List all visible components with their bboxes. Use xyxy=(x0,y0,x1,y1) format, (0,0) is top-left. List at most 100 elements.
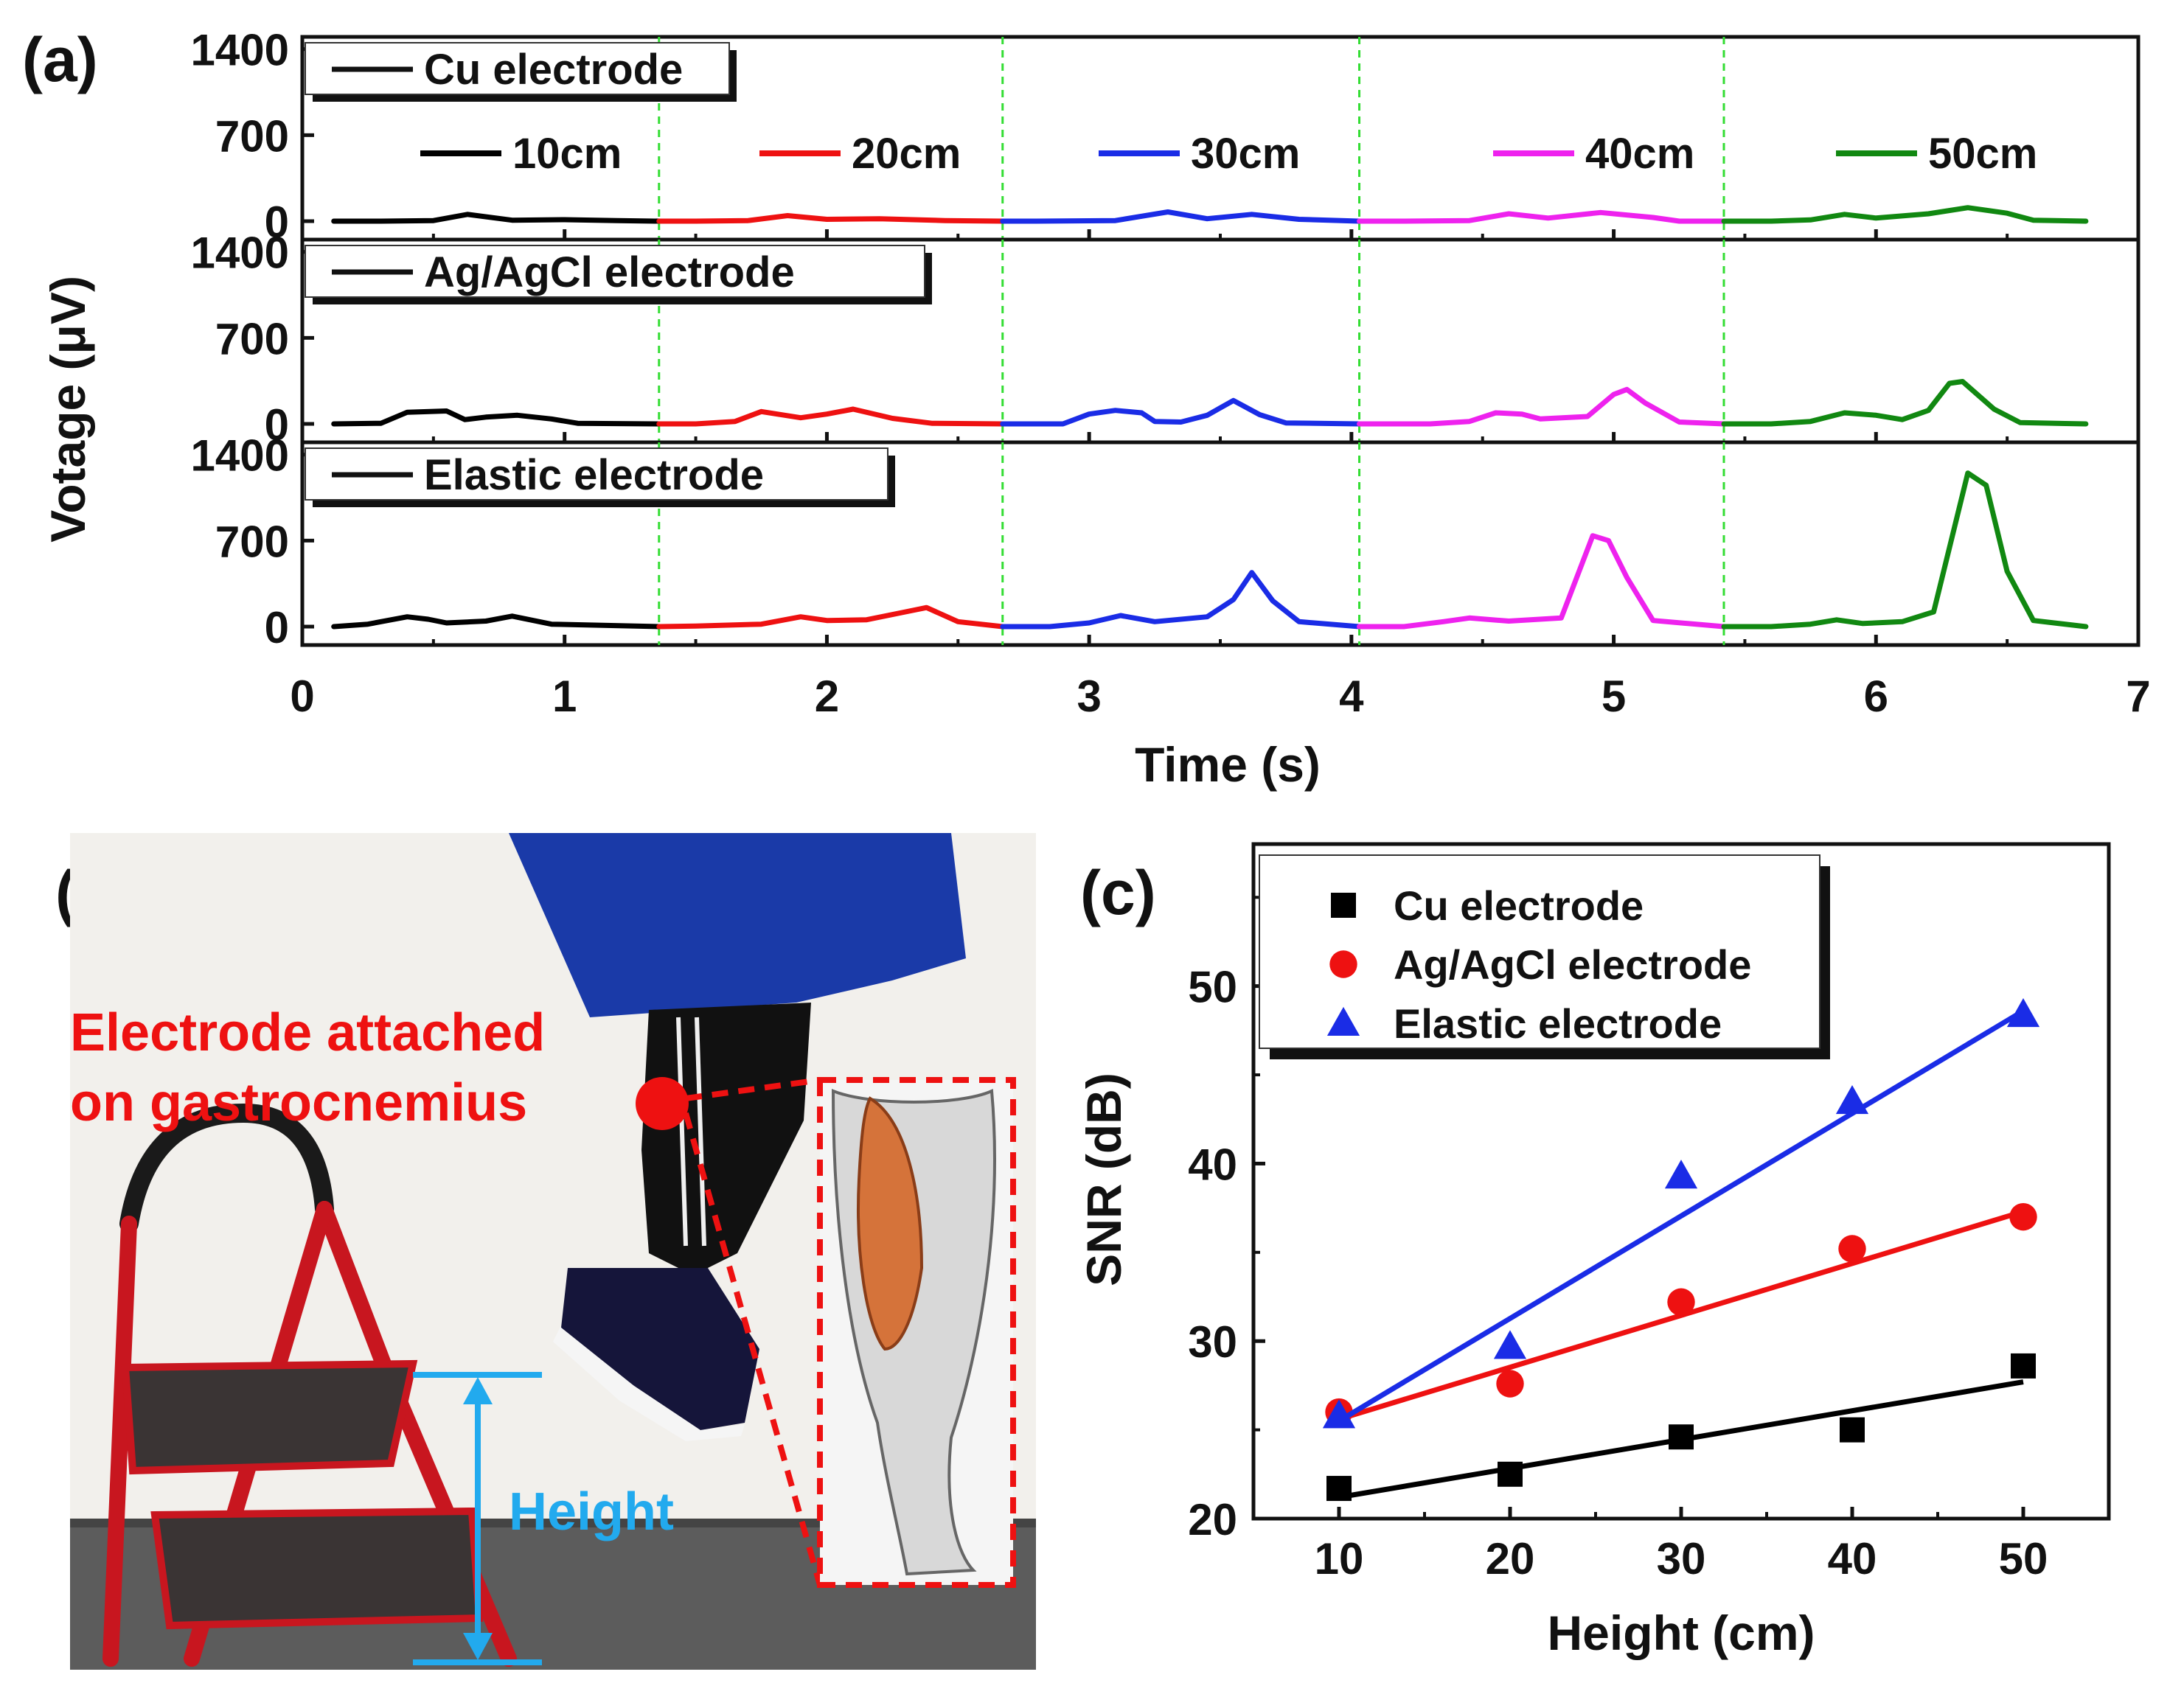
y-tick-label: 700 xyxy=(215,517,289,566)
y-tick-label: 20 xyxy=(1188,1495,1237,1544)
panel-b: (b) Elec xyxy=(55,833,1036,1670)
subplot-0: 0 700 1400 Cu electrode xyxy=(191,26,2140,247)
series-line-10cm xyxy=(331,212,662,224)
y-tick-label: 700 xyxy=(215,111,289,161)
series-line-20cm xyxy=(656,213,1006,224)
data-point xyxy=(1669,1424,1694,1450)
panel-c-xlabel: Height (cm) xyxy=(1548,1606,1815,1660)
panel-a-xlabel: Time (s) xyxy=(1135,737,1321,792)
y-tick-label: 40 xyxy=(1188,1140,1237,1189)
y-tick-label: 0 xyxy=(265,198,289,247)
x-tick-label: 40 xyxy=(1828,1534,1877,1583)
y-tick-label: 1400 xyxy=(191,26,289,75)
x-tick-label: 6 xyxy=(1864,672,1888,721)
legend-label: Elastic electrode xyxy=(1394,1000,1722,1047)
blue-garment xyxy=(509,833,966,1017)
x-tick-label: 50 xyxy=(1999,1534,2048,1583)
panel-a: (a) Votage (μV) Time (s) 0 1 2 3 4 5 6 7 0 700 14… xyxy=(22,25,2151,792)
x-tick-label: 4 xyxy=(1339,672,1364,721)
panel-c-axes: 10 20 30 40 50 20 30 40 50 xyxy=(1188,896,2110,1583)
legend-label: Cu electrode xyxy=(1394,882,1644,929)
legend-marker xyxy=(1326,1006,1360,1036)
series-line-40cm xyxy=(1357,209,1727,224)
series-line-40cm xyxy=(1357,386,1727,427)
subplot-1: 0 700 1400 Ag/AgCl electrode xyxy=(191,229,2140,450)
x-tick-label: 3 xyxy=(1077,672,1101,721)
data-point xyxy=(1496,1370,1524,1398)
electrode-annotation-line1: Electrode attached xyxy=(70,1003,545,1062)
legend-marker xyxy=(1331,893,1356,918)
panel-a-x-ticks: 0 1 2 3 4 5 6 7 xyxy=(290,672,2150,721)
panel-c: (c) SNR (dB) Height (cm) 10 20 30 40 50 20 30 4… xyxy=(1077,842,2111,1660)
series-0 xyxy=(1326,1353,2036,1502)
series-2 xyxy=(1322,998,2040,1429)
data-point xyxy=(1840,1417,1865,1443)
panel-c-label: (c) xyxy=(1080,858,1156,927)
y-tick-label: 0 xyxy=(265,400,289,450)
y-tick-label: 1400 xyxy=(191,229,289,278)
height-legend-label: 40cm xyxy=(1585,130,1694,178)
x-tick-label: 0 xyxy=(290,672,314,721)
x-tick-label: 2 xyxy=(815,672,839,721)
data-point xyxy=(2011,1353,2036,1379)
data-point xyxy=(2006,998,2040,1028)
height-label: Height xyxy=(509,1482,674,1541)
y-tick-label: 0 xyxy=(265,603,289,652)
data-point xyxy=(1326,1476,1352,1502)
electrode-annotation-line2: on gastrocnemius xyxy=(70,1073,527,1132)
height-legend-label: 30cm xyxy=(1191,130,1300,178)
y-tick-label: 1400 xyxy=(191,431,289,481)
x-tick-label: 10 xyxy=(1315,1534,1364,1583)
gastrocnemius-muscle xyxy=(857,1096,924,1351)
x-tick-label: 7 xyxy=(2126,672,2150,721)
panel-a-label: (a) xyxy=(22,25,98,94)
legend-label: Elastic electrode xyxy=(424,451,764,499)
height-legend-label: 20cm xyxy=(852,130,961,178)
series-line-20cm xyxy=(656,406,1006,427)
x-tick-label: 30 xyxy=(1657,1534,1706,1583)
legend-label: Ag/AgCl electrode xyxy=(424,248,795,296)
series-line-50cm xyxy=(1721,470,2089,630)
x-tick-label: 5 xyxy=(1602,672,1626,721)
height-legend-item: 10cm xyxy=(420,130,622,178)
height-legend-label: 50cm xyxy=(1928,130,2037,178)
series-line-10cm xyxy=(331,408,662,427)
y-tick-label: 50 xyxy=(1188,963,1237,1012)
series-line-50cm xyxy=(1721,205,2089,224)
legend-box xyxy=(305,447,888,501)
legend-label: Ag/AgCl electrode xyxy=(1394,941,1751,988)
panel-c-legend: Cu electrode Ag/AgCl electrode Elastic ele… xyxy=(1259,854,1830,1059)
x-tick-label: 1 xyxy=(552,672,577,721)
subplot-2: 0 700 1400 Elastic electrode xyxy=(191,431,2140,652)
calf-muscle-inset xyxy=(817,1077,1016,1588)
height-legend-item: 30cm xyxy=(1099,130,1300,178)
height-legend-item: 40cm xyxy=(1493,130,1694,178)
series-line-30cm xyxy=(1000,209,1362,224)
height-legend-label: 10cm xyxy=(512,130,622,178)
height-legend-item: 50cm xyxy=(1836,130,2037,178)
legend-box xyxy=(1259,854,1820,1049)
data-point xyxy=(1322,1399,1356,1429)
shoe xyxy=(560,1268,759,1430)
y-tick-label: 30 xyxy=(1188,1317,1237,1367)
data-point xyxy=(2009,1202,2037,1231)
panel-c-series xyxy=(1322,998,2040,1502)
height-indicator xyxy=(413,1372,542,1665)
y-tick-label: 700 xyxy=(215,314,289,363)
series-line-30cm xyxy=(1000,397,1362,427)
x-tick-label: 20 xyxy=(1486,1534,1535,1583)
data-point xyxy=(1664,1160,1698,1189)
series-line-30cm xyxy=(1000,570,1362,630)
panel-a-height-legend: 10cm 20cm 30cm 40cm 50cm xyxy=(420,130,2037,178)
data-point xyxy=(1835,1085,1869,1115)
fit-line xyxy=(1338,1008,2025,1424)
series-line-50cm xyxy=(1721,379,2089,427)
data-point xyxy=(1498,1461,1523,1487)
series-line-20cm xyxy=(656,604,1006,630)
panel-a-subplots: 0 700 1400 Cu electrode 0 700 1400 Ag/AgCl elec… xyxy=(191,26,2140,652)
series-line-10cm xyxy=(331,613,662,630)
panel-c-ylabel: SNR (dB) xyxy=(1077,1073,1131,1286)
legend-marker xyxy=(1329,950,1357,978)
height-legend-item: 20cm xyxy=(759,130,961,178)
